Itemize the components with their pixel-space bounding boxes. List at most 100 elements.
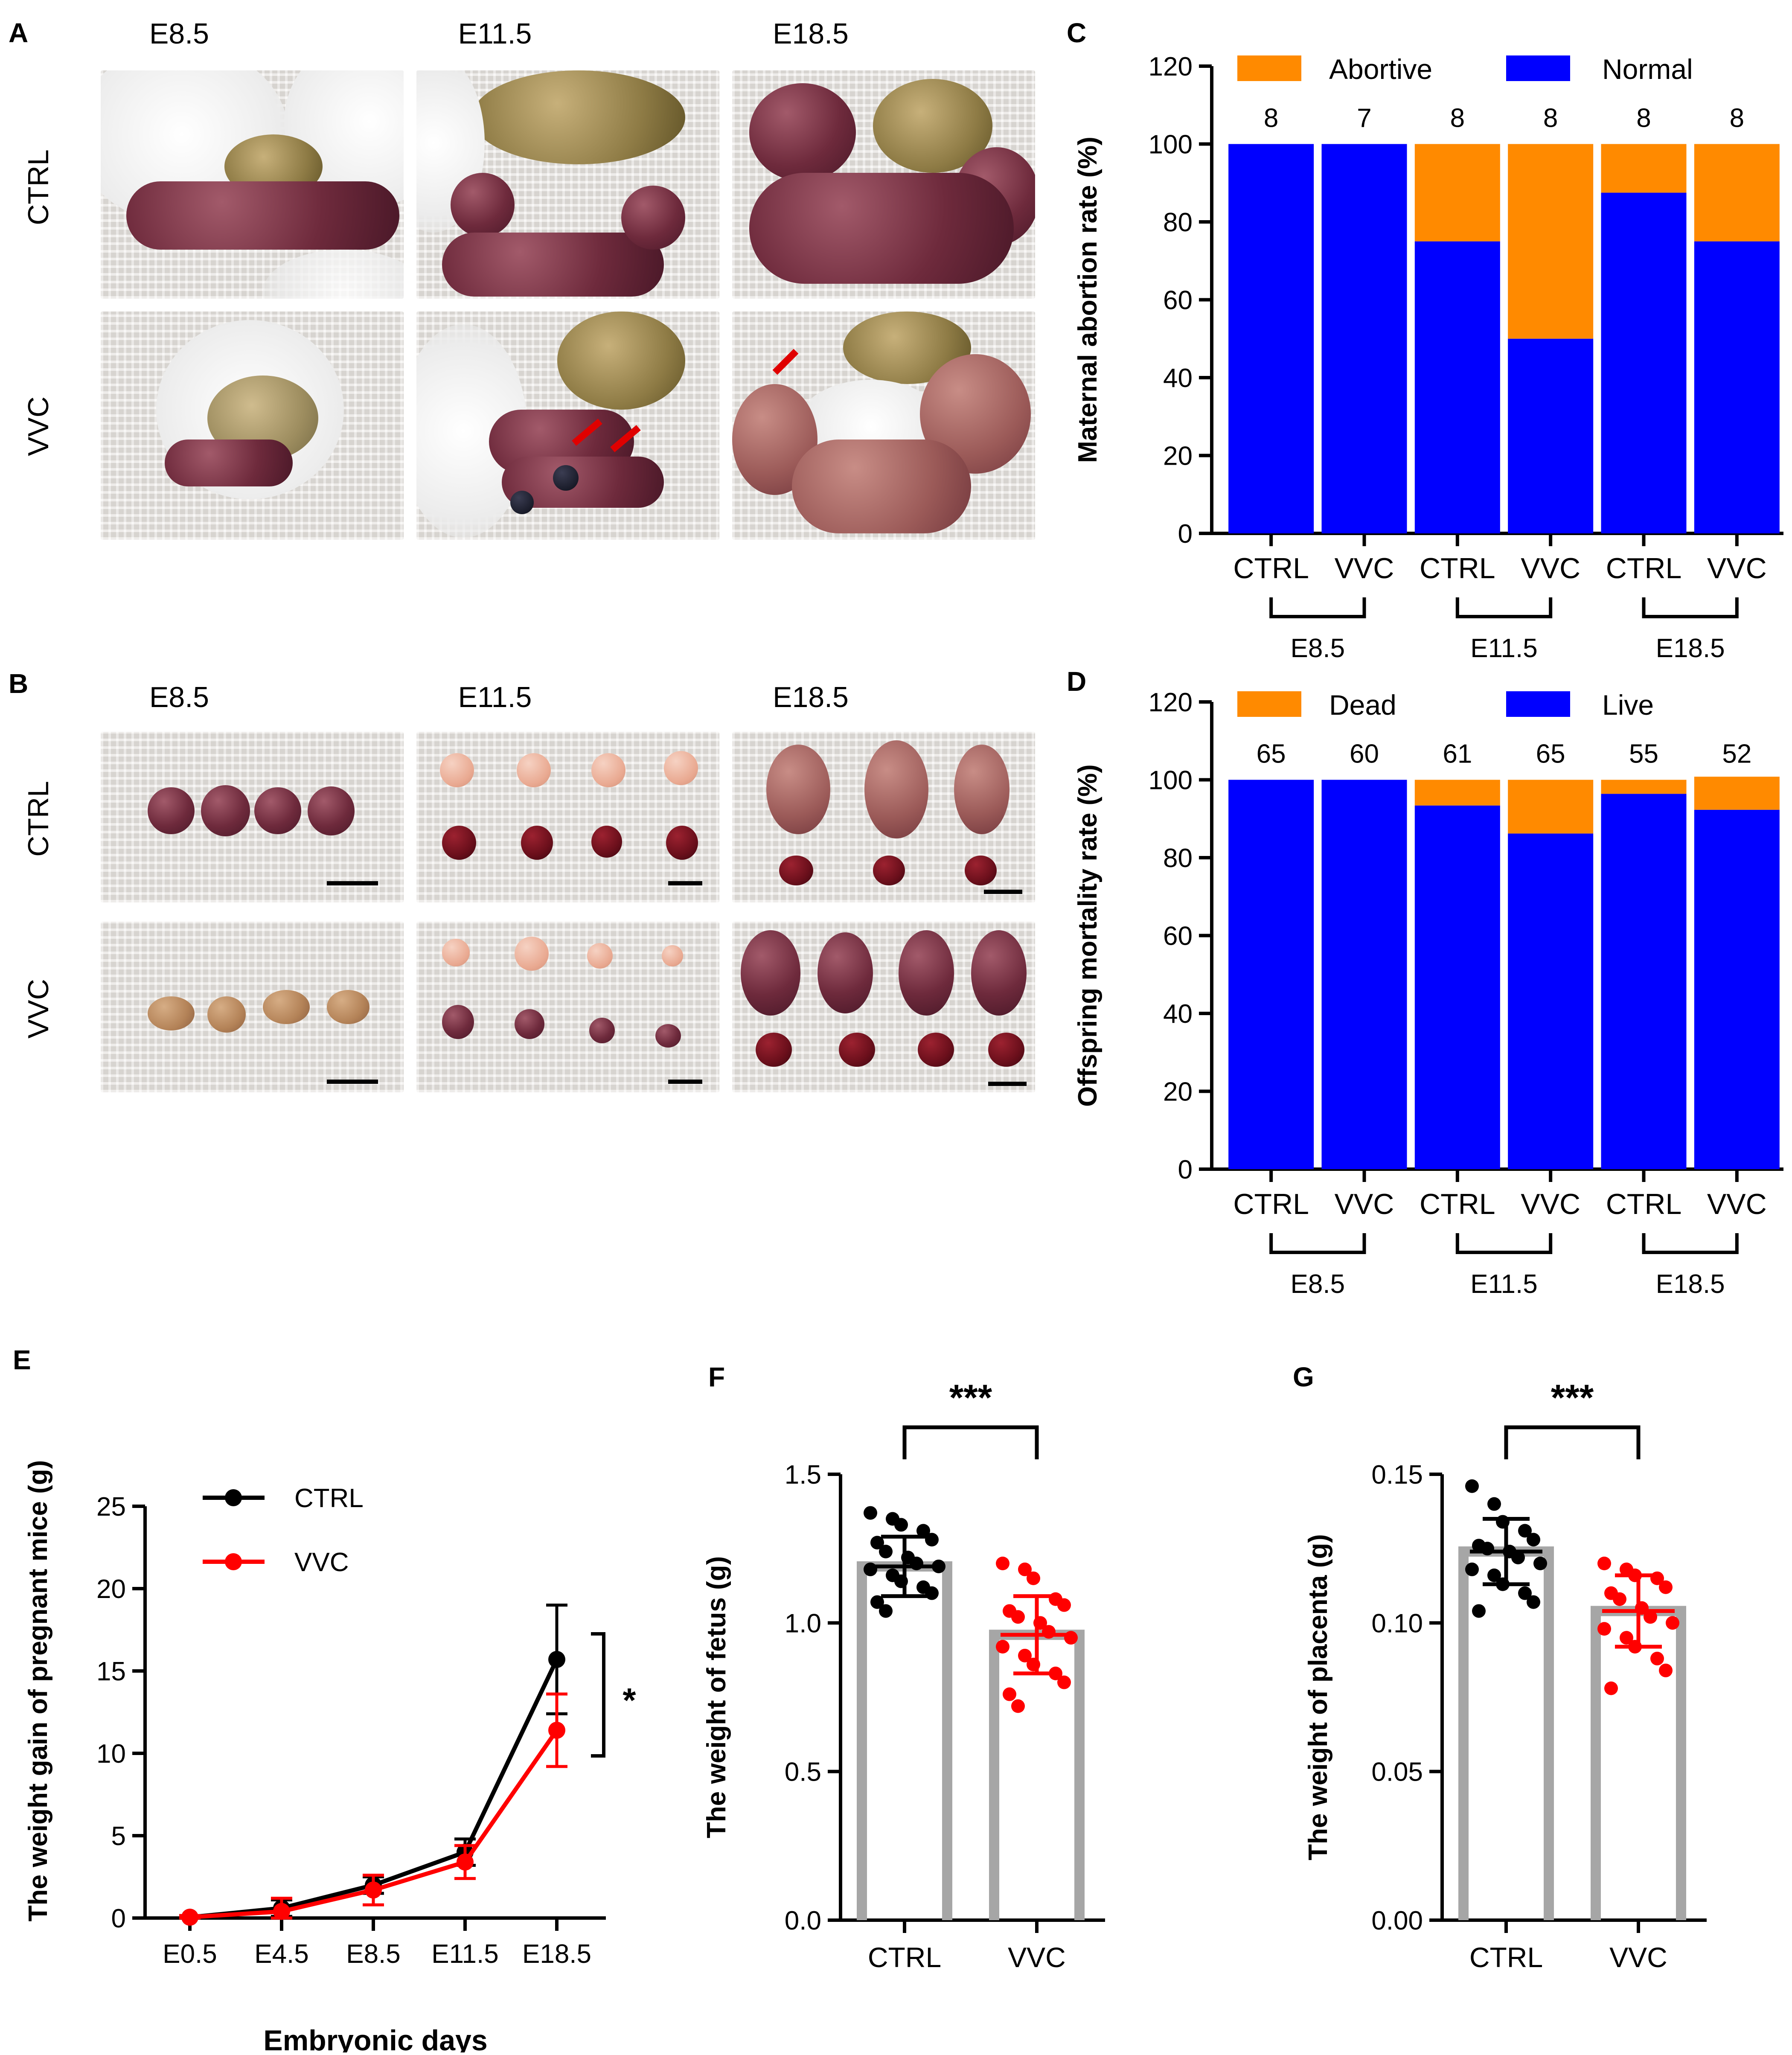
x-tick-label: VVC [1335, 1188, 1394, 1220]
bar-live [1321, 780, 1407, 1169]
x-tick-label: E11.5 [431, 1939, 498, 1969]
data-dot [1003, 1687, 1016, 1701]
photo-a-vvc-e18-5 [732, 311, 1035, 540]
scale-bar [668, 881, 702, 885]
y-tick-label: 120 [1149, 52, 1193, 82]
data-point [181, 1909, 198, 1926]
y-axis-title: The weight gain of pregnant mice (g) [23, 1460, 53, 1922]
y-tick-label: 100 [1149, 766, 1193, 795]
y-axis-title: The weight of placenta (g) [1303, 1534, 1333, 1860]
x-tick-label: CTRL [1606, 1188, 1682, 1220]
x-tick-label: CTRL [1420, 552, 1495, 585]
legend-label: CTRL [294, 1484, 364, 1513]
col-label-e8-5: E8.5 [149, 17, 209, 50]
x-tick-label: VVC [1008, 1941, 1066, 1973]
group-label: E18.5 [1656, 634, 1725, 663]
x-tick-label: VVC [1335, 552, 1394, 585]
photo-b-vvc-e18-5 [732, 922, 1035, 1092]
y-tick-label: 0.5 [785, 1758, 821, 1787]
y-tick-label: 10 [96, 1739, 126, 1769]
data-dot [1527, 1533, 1540, 1547]
panel-letter-f: F [708, 1362, 725, 1392]
y-tick-label: 80 [1163, 208, 1193, 237]
y-tick-label: 1.0 [785, 1609, 821, 1638]
y-tick-label: 120 [1149, 688, 1193, 717]
n-label: 65 [1536, 739, 1565, 769]
n-label: 8 [1543, 104, 1558, 133]
data-dot [1472, 1604, 1486, 1618]
data-point [365, 1881, 382, 1899]
x-tick-label: VVC [1707, 552, 1767, 585]
photo-a-vvc-e11-5 [416, 311, 719, 540]
col-label-e11-5: E11.5 [458, 17, 532, 50]
bar-live [1228, 780, 1314, 1169]
y-tick-label: 20 [1163, 1077, 1193, 1107]
bar-abortive [1508, 144, 1594, 339]
data-dot [1650, 1651, 1664, 1665]
n-label: 8 [1636, 104, 1651, 133]
y-tick-label: 40 [1163, 364, 1193, 393]
y-tick-label: 60 [1163, 286, 1193, 315]
y-tick-label: 0.0 [785, 1906, 821, 1936]
legend-swatch-normal [1506, 55, 1570, 81]
data-dot [1018, 1648, 1032, 1662]
bar-normal [1601, 192, 1687, 533]
bar-dead [1414, 780, 1500, 806]
data-dot [1511, 1551, 1525, 1565]
data-dot [894, 1518, 908, 1532]
significance-label: * [623, 1681, 636, 1719]
data-dot [1027, 1571, 1040, 1585]
scale-bar [668, 1080, 702, 1084]
photo-b-ctrl-e18-5 [732, 732, 1035, 902]
data-dot [916, 1524, 930, 1538]
data-dot [1011, 1610, 1025, 1624]
data-dot [1057, 1598, 1071, 1612]
legend-swatch-dead [1237, 691, 1301, 717]
data-dot [925, 1533, 939, 1547]
group-bracket [1269, 1233, 1366, 1254]
data-dot [1465, 1562, 1479, 1576]
red-arrow-icon [772, 349, 799, 375]
col-label-e8-5: E8.5 [149, 681, 209, 713]
data-dot [1487, 1568, 1501, 1582]
group-label: E18.5 [1656, 1269, 1725, 1299]
panel-letter-d: D [1067, 666, 1087, 697]
significance-bracket [1504, 1425, 1641, 1459]
scale-bar [327, 1080, 378, 1084]
data-dot [1518, 1586, 1532, 1600]
y-tick-label: 20 [1163, 442, 1193, 471]
x-tick-label: E4.5 [254, 1939, 309, 1969]
bar-live [1694, 809, 1780, 1169]
n-label: 61 [1443, 739, 1472, 769]
col-label-e18-5: E18.5 [773, 17, 849, 50]
chart-g-placenta-weight: 0.00 0.05 0.10 0.15 The weight of placenta (… [1303, 1377, 1707, 1973]
x-axis-title: Embryonic days [263, 2024, 487, 2052]
data-dot [1597, 1557, 1611, 1570]
photo-a-vvc-e8-5 [101, 311, 404, 540]
chart-c-maternal-abortion: 0 20 40 60 80 100 120 Maternal abortion rate (%… [1073, 52, 1783, 663]
y-tick-label: 25 [96, 1492, 126, 1522]
x-tick-label: E8.5 [346, 1939, 401, 1969]
photo-b-ctrl-e8-5 [101, 732, 404, 902]
data-dot [1659, 1580, 1673, 1594]
scale-bar [327, 881, 378, 885]
row-label-ctrl: CTRL [22, 149, 55, 225]
x-tick-label: VVC [1707, 1188, 1767, 1220]
legend-label: Live [1602, 689, 1654, 721]
x-tick-label: VVC [1521, 552, 1580, 585]
significance-bracket [902, 1425, 1039, 1459]
data-point [457, 1853, 474, 1871]
y-axis-title: Maternal abortion rate (%) [1073, 137, 1103, 463]
photo-a-ctrl-e11-5 [416, 70, 719, 299]
legend-marker [225, 1553, 242, 1570]
row-label-vvc: VVC [22, 979, 55, 1039]
row-label-ctrl: CTRL [22, 781, 55, 857]
y-tick-label: 0 [1178, 1155, 1193, 1185]
y-tick-label: 5 [111, 1822, 126, 1851]
bar-normal [1414, 241, 1500, 533]
y-axis-title: Offspring mortality rate (%) [1073, 764, 1103, 1107]
scale-bar [984, 890, 1022, 894]
data-dot [1644, 1610, 1657, 1624]
n-label: 60 [1350, 739, 1379, 769]
bar-abortive [1694, 144, 1780, 242]
